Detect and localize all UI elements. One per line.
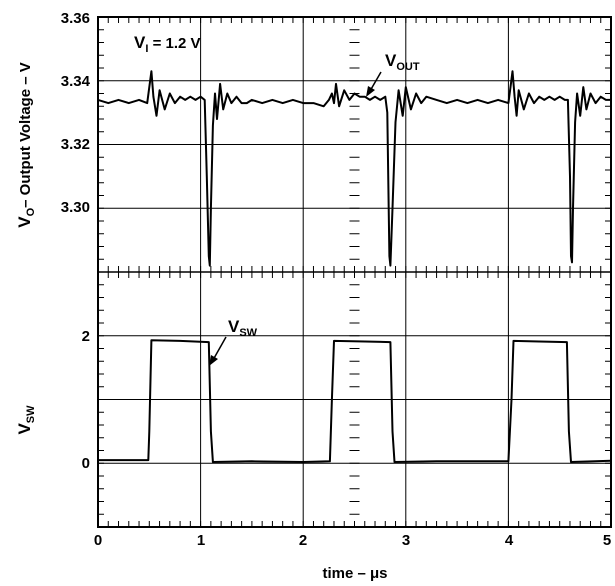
y-tick-label: 3.36 [61,10,90,27]
y-axis-title-top: VO– Output Voltage – V [15,62,37,227]
vout-series-line [97,70,611,267]
x-tick-label: 2 [299,532,307,549]
x-tick-label: 1 [197,532,205,549]
vout-arrowhead [366,86,375,97]
y-tick-label: 3.30 [61,199,90,216]
x-tick-label: 0 [94,532,102,549]
vout-arrow [369,71,382,92]
y-tick-label: 3.34 [61,73,91,90]
vsw-arrow [212,336,227,361]
vsw-arrowhead [209,355,218,366]
vsw-series-line [98,339,612,463]
x-tick-label: 3 [402,532,410,549]
y-tick-label: 3.32 [61,136,90,153]
x-axis-title: time – μs [322,565,387,582]
y-tick-label: 2 [82,328,90,345]
y-tick-label: 0 [82,455,90,472]
vout-annotation: VOUT [385,51,420,73]
series-layer [97,70,612,463]
x-tick-label: 5 [603,532,611,549]
vi-annotation: VI = 1.2 V [134,33,201,55]
x-tick-label: 4 [505,532,514,549]
vsw-annotation: VSW [228,317,258,339]
y-axis-title-bottom: VSW [15,405,37,435]
